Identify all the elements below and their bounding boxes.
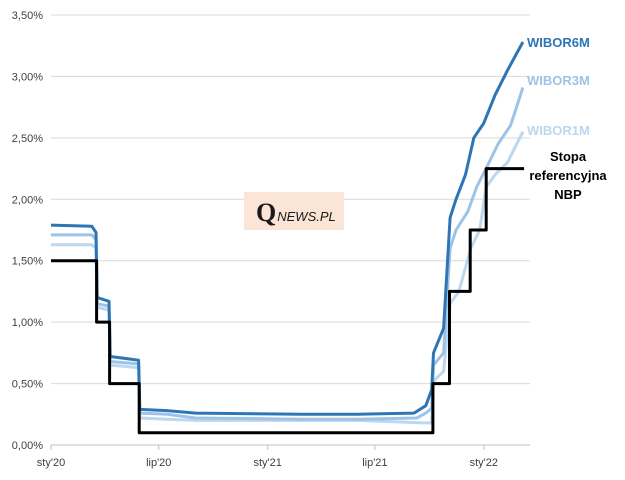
y-tick-label: 3,00%	[12, 71, 43, 83]
y-tick-label: 2,00%	[12, 194, 43, 206]
y-tick-label: 1,50%	[12, 256, 43, 268]
y-tick-label: 2,50%	[12, 133, 43, 145]
axes: 0,00% 0,50% 1,00% 1,50% 2,00% 2,50% 3,00% 3,50%…	[12, 10, 530, 469]
x-tick-label: sty'21	[254, 457, 282, 469]
y-tick-label: 0,50%	[12, 379, 43, 391]
qnews-logo: QNEWS.PL	[244, 192, 344, 230]
series-line-wibor6m	[50, 41, 525, 416]
gridlines	[51, 14, 530, 385]
logo-rest: NEWS.PL	[277, 209, 336, 224]
x-tick-label: lip'20	[146, 457, 171, 469]
logo-background	[244, 192, 344, 230]
series-lines	[50, 41, 525, 435]
series-label-wibor6m: WIBOR6M	[527, 35, 590, 50]
series-label-wibor3m: WIBOR3M	[527, 73, 590, 88]
logo-q: Q	[256, 198, 276, 227]
series-label-stopa-referencyjna-nbp-line: Stopa	[550, 149, 587, 164]
series-label-stopa-referencyjna-nbp-line: NBP	[554, 187, 582, 202]
series-label-stopa-referencyjna-nbp-line: referencyjna	[529, 168, 607, 183]
series-line-wibor1m	[51, 131, 525, 425]
x-tick-label: sty'20	[37, 457, 65, 469]
x-tick-label: sty'22	[470, 457, 498, 469]
y-tick-label: 3,50%	[12, 10, 43, 22]
x-tick-label: lip'21	[362, 457, 387, 469]
y-tick-label: 0,00%	[12, 440, 43, 452]
series-labels: Stopa referencyjna NBP WIBOR1M WIBOR3M WIBOR6…	[527, 35, 607, 202]
series-label-wibor1m: WIBOR1M	[527, 123, 590, 138]
series-line-wibor3m	[51, 87, 525, 421]
logo-text: QNEWS.PL	[256, 198, 336, 227]
series-line-stopa-referencyjna-nbp	[51, 167, 525, 435]
y-tick-label: 1,00%	[12, 317, 43, 329]
